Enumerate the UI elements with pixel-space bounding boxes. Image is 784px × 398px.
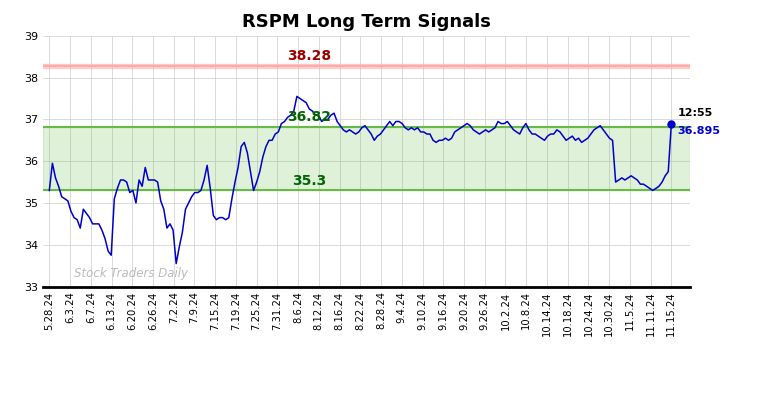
- Text: 12:55: 12:55: [677, 107, 713, 117]
- Text: 36.82: 36.82: [287, 110, 332, 125]
- Bar: [43, 64, 690, 68]
- Text: Stock Traders Daily: Stock Traders Daily: [74, 267, 188, 280]
- Text: 38.28: 38.28: [287, 49, 332, 62]
- Bar: [43, 127, 690, 191]
- Text: 35.3: 35.3: [292, 174, 326, 188]
- Text: 36.895: 36.895: [677, 126, 720, 136]
- Title: RSPM Long Term Signals: RSPM Long Term Signals: [242, 14, 491, 31]
